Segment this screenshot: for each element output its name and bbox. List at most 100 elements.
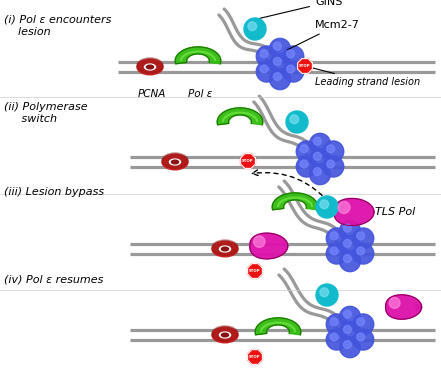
Polygon shape [385,295,422,319]
Ellipse shape [212,240,238,255]
Circle shape [273,73,281,80]
Circle shape [323,141,344,162]
Circle shape [357,247,365,255]
Circle shape [296,141,317,162]
Text: Pol ε: Pol ε [188,89,212,99]
Circle shape [287,65,295,73]
Ellipse shape [220,332,231,338]
Circle shape [310,149,330,170]
Ellipse shape [212,327,238,343]
Circle shape [327,160,335,168]
Circle shape [353,228,374,249]
Ellipse shape [137,59,163,75]
Circle shape [344,224,351,232]
Circle shape [269,53,291,74]
Circle shape [353,329,374,350]
Circle shape [269,38,291,59]
Ellipse shape [146,65,153,69]
Circle shape [326,228,347,249]
Circle shape [314,137,321,145]
Ellipse shape [172,160,179,164]
Circle shape [344,325,351,333]
Text: TLS Pol: TLS Pol [375,207,415,217]
Text: (iii) Lesion bypass: (iii) Lesion bypass [4,187,104,197]
Circle shape [344,310,351,318]
Polygon shape [241,154,255,168]
Polygon shape [272,193,318,210]
Circle shape [290,115,299,124]
Circle shape [340,220,360,241]
Circle shape [314,168,321,176]
Circle shape [330,247,338,255]
Circle shape [353,314,374,335]
Ellipse shape [162,153,188,168]
Polygon shape [334,199,374,226]
Circle shape [314,152,321,160]
Circle shape [286,111,308,133]
Circle shape [256,61,277,82]
Circle shape [357,232,365,240]
Polygon shape [250,233,288,259]
Circle shape [254,236,265,247]
Circle shape [344,240,351,247]
Circle shape [327,145,335,153]
Circle shape [273,42,281,50]
Circle shape [340,307,360,327]
Circle shape [320,200,329,209]
Ellipse shape [212,326,238,341]
Circle shape [273,57,281,65]
Text: Leading strand lesion: Leading strand lesion [308,67,420,87]
Text: STOP: STOP [299,64,311,68]
Polygon shape [175,47,221,64]
Circle shape [340,236,360,257]
Circle shape [248,22,257,31]
Ellipse shape [212,241,238,257]
Circle shape [244,18,266,40]
Text: PCNA: PCNA [138,89,166,99]
Circle shape [310,164,330,185]
Text: (iv) Pol ε resumes: (iv) Pol ε resumes [4,275,103,285]
Circle shape [340,337,360,358]
Text: GINS: GINS [260,0,342,18]
Text: STOP: STOP [249,355,261,359]
Circle shape [256,46,277,67]
Ellipse shape [137,58,163,74]
Circle shape [357,333,365,341]
Circle shape [330,232,338,240]
Circle shape [320,288,329,297]
Circle shape [300,145,308,153]
Circle shape [357,318,365,326]
Text: STOP: STOP [249,269,261,273]
Polygon shape [217,108,263,125]
Text: (i) Pol ε encounters
    lesion: (i) Pol ε encounters lesion [4,15,112,37]
Circle shape [283,46,304,67]
Text: Mcm2-7: Mcm2-7 [288,20,360,50]
Circle shape [330,318,338,326]
Ellipse shape [220,246,231,252]
Circle shape [283,61,304,82]
Circle shape [330,333,338,341]
Ellipse shape [162,154,188,170]
Ellipse shape [145,64,156,70]
Circle shape [287,50,295,58]
Circle shape [326,314,347,335]
Polygon shape [298,58,312,74]
Circle shape [344,255,351,262]
Polygon shape [247,264,262,278]
Circle shape [340,322,360,342]
Circle shape [260,65,268,73]
Circle shape [389,298,400,308]
Circle shape [338,202,350,214]
Circle shape [353,243,374,264]
Ellipse shape [169,159,180,165]
Circle shape [316,284,338,306]
Circle shape [344,341,351,349]
Circle shape [300,160,308,168]
Text: (ii) Polymerase
     switch: (ii) Polymerase switch [4,102,88,123]
Circle shape [296,156,317,177]
Circle shape [269,69,291,90]
Circle shape [310,134,330,154]
Circle shape [326,329,347,350]
Ellipse shape [221,247,228,251]
Text: STOP: STOP [242,159,254,163]
